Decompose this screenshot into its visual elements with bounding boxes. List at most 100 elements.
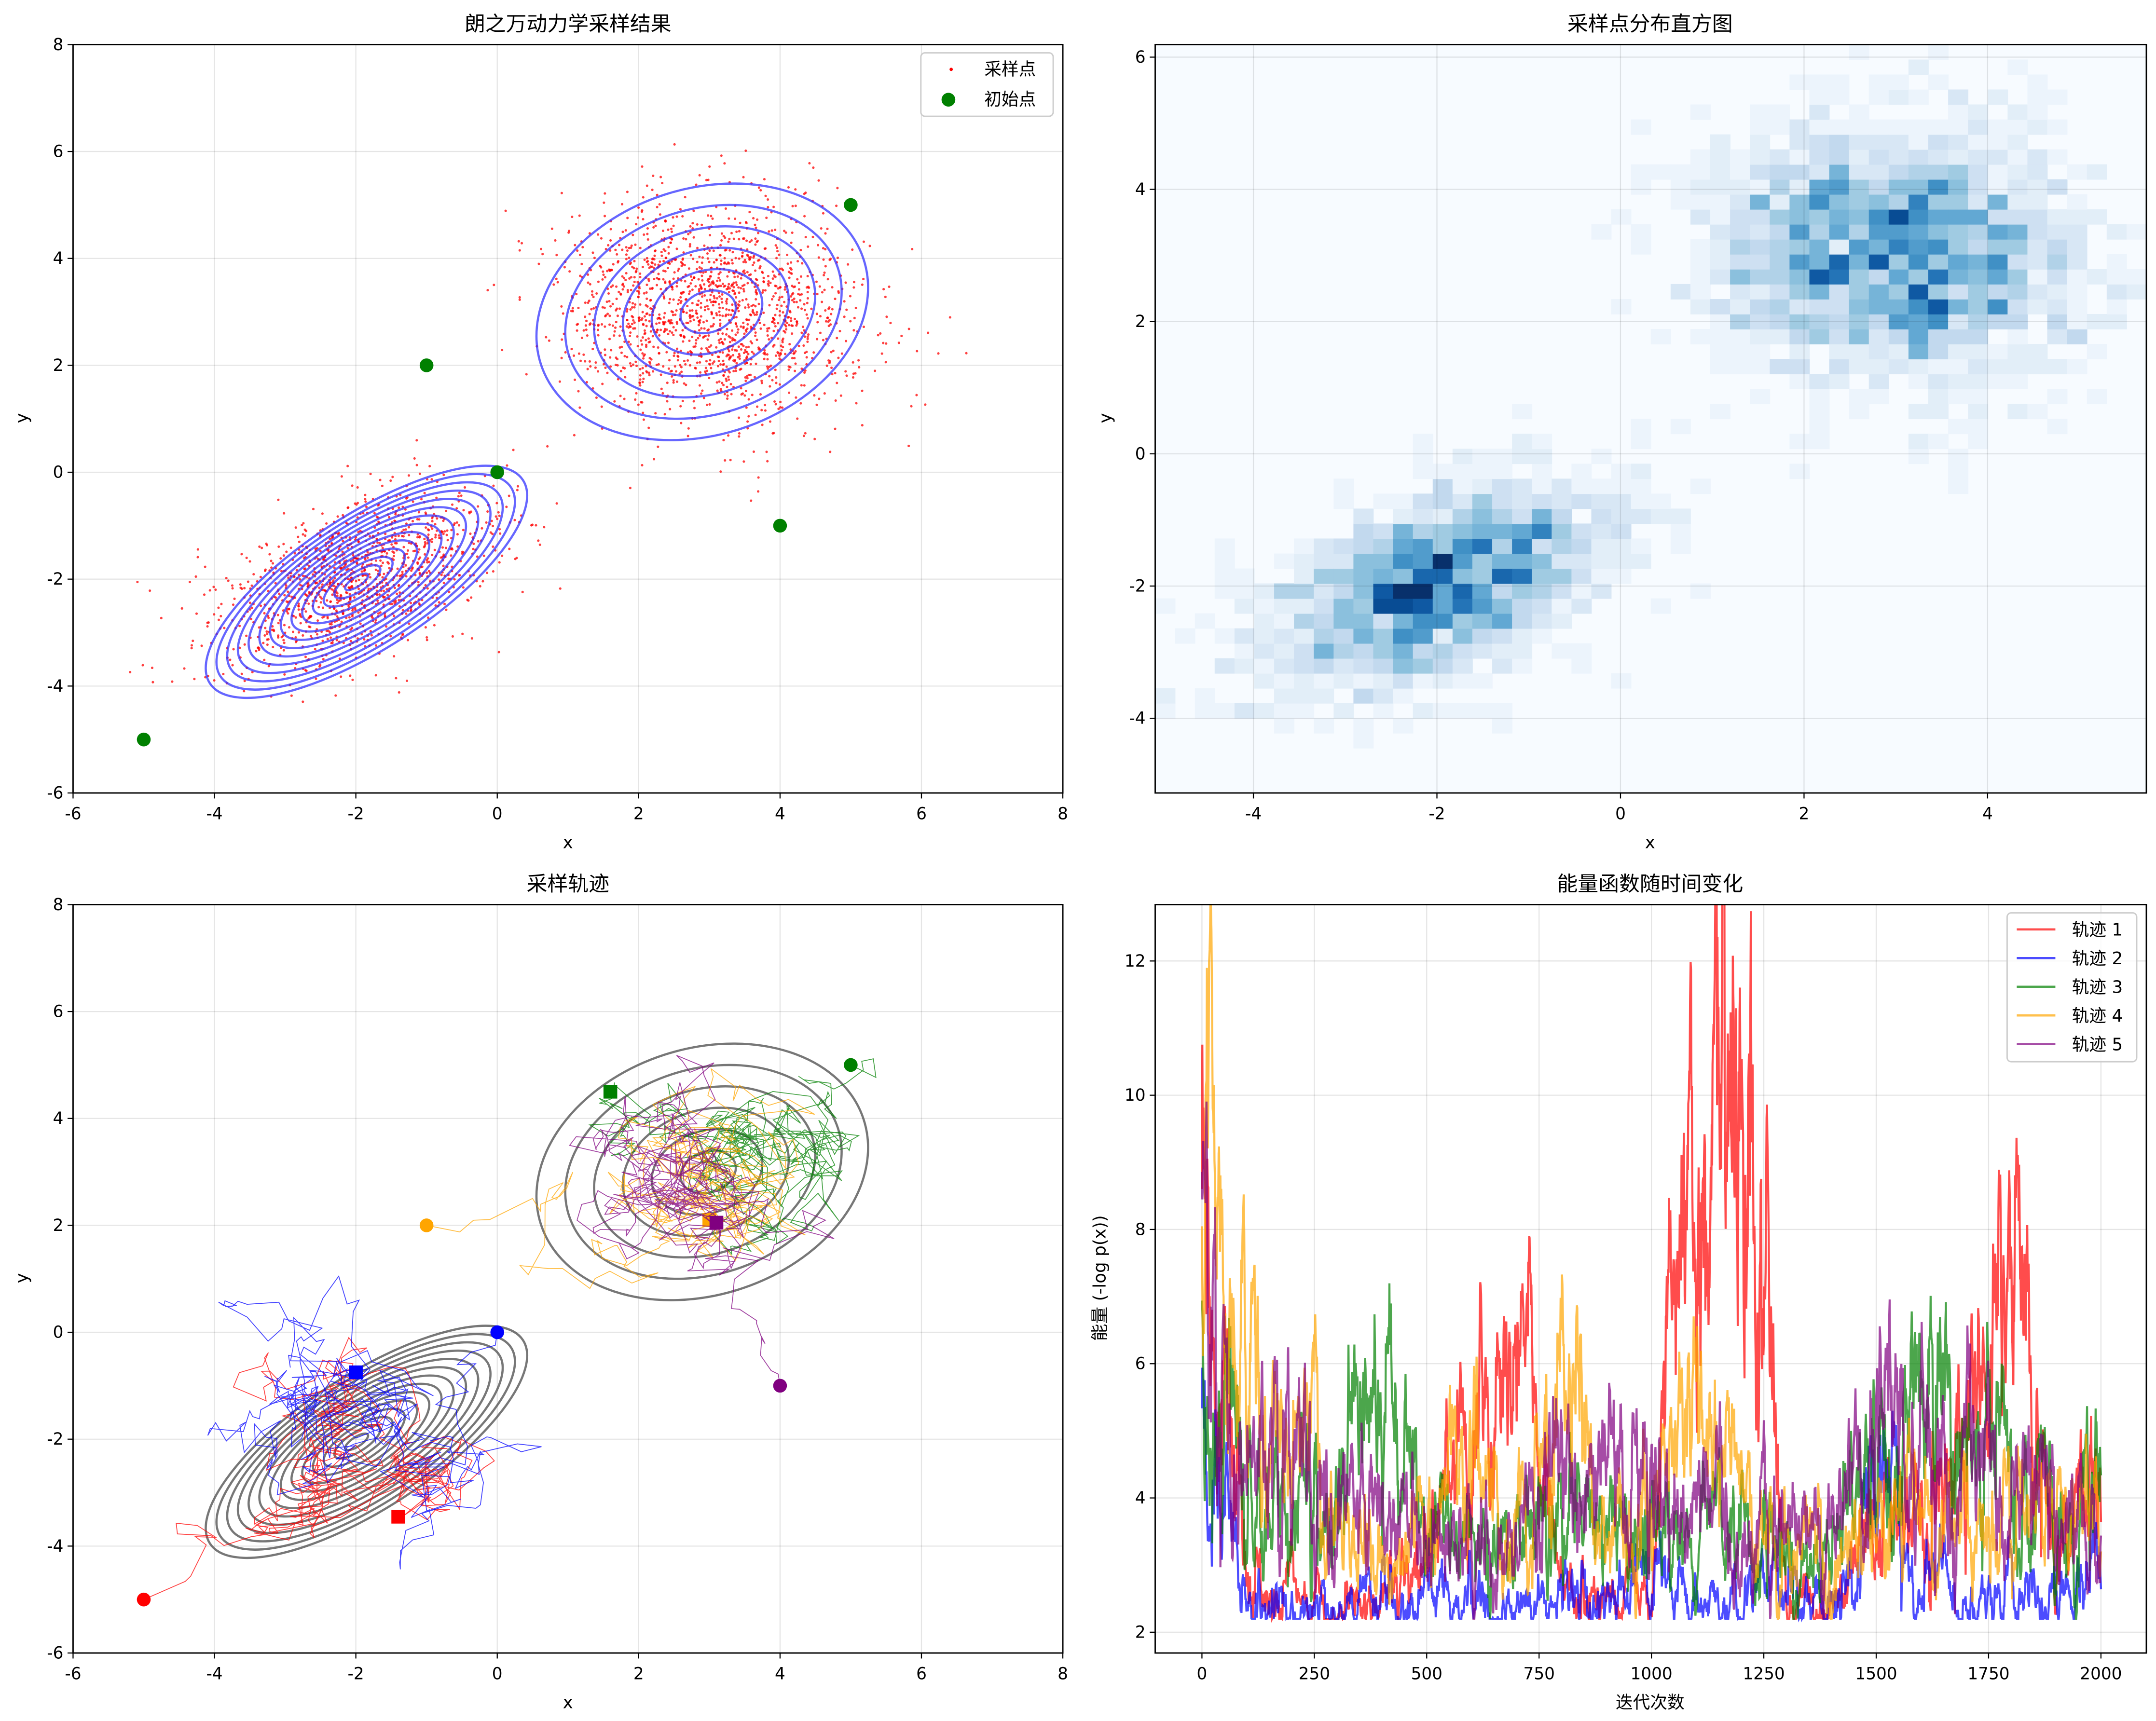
histogram-bin xyxy=(1988,299,2008,314)
sample-point xyxy=(742,321,745,324)
histogram-bin xyxy=(1452,538,1473,554)
sample-point xyxy=(719,388,722,391)
sample-point xyxy=(374,644,378,647)
sample-point xyxy=(622,285,625,288)
sample-point xyxy=(334,694,337,697)
histogram-bin xyxy=(1472,523,1493,539)
sample-point xyxy=(764,289,767,292)
histogram-bin xyxy=(1670,284,1691,300)
sample-point xyxy=(442,519,445,522)
histogram-bin xyxy=(1650,493,1671,509)
sample-point xyxy=(778,314,781,317)
sample-point xyxy=(315,600,318,602)
sample-point xyxy=(718,314,721,317)
histogram-bin xyxy=(1948,389,1969,405)
histogram-bin xyxy=(1432,493,1453,509)
histogram-bin xyxy=(1789,314,1810,329)
histogram-bin xyxy=(1452,583,1473,599)
sample-point xyxy=(744,380,747,382)
sample-point xyxy=(231,587,234,590)
sample-point xyxy=(605,300,608,303)
histogram-bin xyxy=(1650,508,1671,524)
histogram-bin xyxy=(1254,613,1275,629)
sample-point xyxy=(336,594,339,597)
legend-marker xyxy=(941,93,956,107)
y-axis-label: y xyxy=(1096,413,1115,423)
sample-point xyxy=(625,246,628,249)
sample-point xyxy=(755,241,758,244)
histogram-bin xyxy=(1314,628,1334,644)
sample-point xyxy=(427,529,430,532)
histogram-bin xyxy=(1690,299,1711,314)
sample-point xyxy=(751,394,754,396)
sample-point xyxy=(641,311,644,314)
sample-point xyxy=(827,359,830,362)
histogram-bin xyxy=(1750,104,1771,120)
sample-point xyxy=(750,239,753,242)
histogram-bin xyxy=(1770,359,1790,374)
x-tick-label: 2 xyxy=(633,1664,644,1683)
sample-point xyxy=(718,295,721,298)
histogram-bin xyxy=(1888,239,1909,255)
sample-point xyxy=(777,322,780,325)
histogram-bin xyxy=(1928,134,1949,150)
histogram-bin xyxy=(1492,508,1512,524)
histogram-bin xyxy=(1849,344,1869,359)
sample-point xyxy=(508,494,510,497)
histogram-bin xyxy=(1670,194,1691,210)
histogram-bin xyxy=(1908,449,1929,464)
sample-point xyxy=(769,420,772,423)
histogram-bin xyxy=(1432,628,1453,644)
histogram-bin xyxy=(1155,598,1176,614)
sample-point xyxy=(594,366,597,369)
sample-point xyxy=(801,326,805,328)
sample-point xyxy=(664,270,667,273)
sample-point xyxy=(852,329,855,332)
histogram-bin xyxy=(1472,598,1493,614)
sample-point xyxy=(727,375,730,378)
contour-line xyxy=(535,1042,869,1301)
sample-point xyxy=(793,352,796,355)
histogram-bin xyxy=(1393,613,1414,629)
sample-point xyxy=(725,333,728,336)
sample-point xyxy=(434,533,437,536)
histogram-bin xyxy=(1571,464,1592,479)
sample-point xyxy=(481,580,484,583)
histogram-bin xyxy=(1750,194,1771,210)
histogram-bin xyxy=(1789,224,1810,240)
sample-point xyxy=(760,382,763,384)
sample-point xyxy=(708,377,711,380)
sample-point xyxy=(288,607,290,610)
sample-point xyxy=(683,382,686,385)
sample-point xyxy=(195,612,198,615)
sample-point xyxy=(363,569,366,572)
histogram-bin xyxy=(1294,703,1315,719)
sample-point xyxy=(713,295,715,298)
sample-point xyxy=(777,299,781,301)
histogram-bin xyxy=(1750,299,1771,314)
sample-point xyxy=(794,369,796,372)
sample-point xyxy=(862,326,865,328)
sample-point xyxy=(713,360,715,363)
sample-point xyxy=(472,547,475,550)
histogram-bin xyxy=(1472,613,1493,629)
histogram-bin xyxy=(1928,329,1949,344)
sample-point xyxy=(773,400,776,403)
sample-point xyxy=(719,470,722,473)
sample-point xyxy=(651,189,654,191)
plot-area xyxy=(1201,904,2102,1623)
sample-point xyxy=(739,368,742,371)
sample-point xyxy=(672,379,675,382)
sample-point xyxy=(759,393,762,396)
histogram-bin xyxy=(1868,284,1889,300)
sample-point xyxy=(453,578,456,581)
sample-point xyxy=(728,283,730,286)
sample-point xyxy=(834,298,837,300)
histogram-bin xyxy=(1750,239,1771,255)
histogram-bin xyxy=(1750,149,1771,165)
sample-point xyxy=(649,307,652,310)
contour-line xyxy=(290,1391,431,1493)
histogram-bin xyxy=(2106,314,2127,329)
sample-point xyxy=(633,321,636,324)
histogram-bin xyxy=(1492,478,1512,494)
